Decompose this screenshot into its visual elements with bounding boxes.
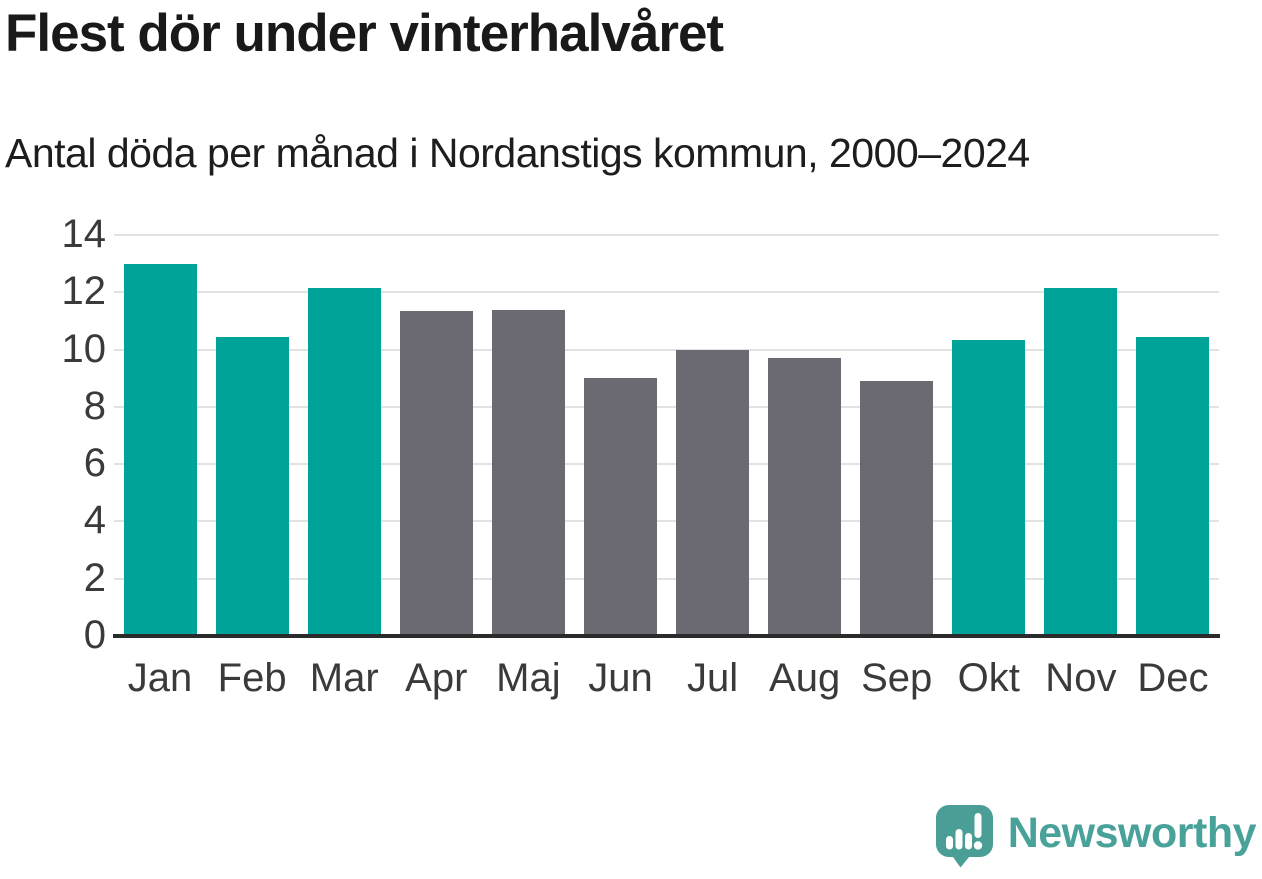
gridline-y-6 [114, 463, 1219, 466]
gridline-y-10 [114, 348, 1219, 351]
x-tick-label: Aug [769, 656, 841, 700]
bar-mar [307, 288, 381, 636]
bar-feb [215, 336, 289, 636]
bar-okt [952, 339, 1026, 636]
bar-dec [1136, 336, 1210, 636]
x-tick-label: Feb [217, 656, 287, 700]
x-tick-label: Nov [1045, 656, 1117, 700]
gridline-y-12 [114, 291, 1219, 294]
y-tick-label: 2 [83, 555, 106, 600]
chart-subtitle: Antal döda per månad i Nordanstigs kommu… [5, 130, 1030, 176]
bar-jun [583, 378, 657, 636]
y-tick-label: 12 [61, 269, 107, 314]
x-tick-label: Apr [405, 656, 468, 700]
y-tick-label: 14 [61, 211, 107, 256]
brand-footer: Newsworthy [934, 803, 1257, 869]
chart-title: Flest dör under vinterhalvåret [5, 4, 724, 63]
bar-sep [860, 381, 934, 636]
y-tick-label: 4 [83, 498, 106, 543]
x-axis-line [113, 634, 1220, 638]
x-tick-label: Okt [957, 656, 1020, 700]
y-tick-label: 10 [61, 326, 107, 371]
y-tick-label: 0 [83, 612, 106, 657]
bar-jan [123, 263, 197, 636]
x-tick-label: Jul [686, 656, 739, 700]
gridline-y-2 [114, 577, 1219, 580]
bar-apr [399, 310, 473, 636]
gridline-y-4 [114, 520, 1219, 523]
bar-nov [1044, 288, 1118, 636]
bar-maj [491, 309, 565, 636]
x-tick-label: Dec [1137, 656, 1209, 700]
x-tick-label: Jun [588, 656, 653, 700]
brand-name: Newsworthy [1007, 808, 1257, 857]
x-tick-label: Maj [496, 656, 561, 700]
newsworthy-logo-icon [934, 803, 995, 869]
gridline-y-8 [114, 405, 1219, 408]
x-tick-label: Mar [309, 656, 379, 700]
x-tick-label: Jan [127, 656, 193, 700]
y-tick-label: 8 [83, 383, 106, 428]
x-tick-label: Sep [861, 656, 933, 700]
gridline-y-14 [114, 234, 1219, 237]
bar-jul [676, 349, 750, 636]
bar-aug [768, 358, 842, 636]
y-tick-label: 6 [83, 440, 106, 485]
